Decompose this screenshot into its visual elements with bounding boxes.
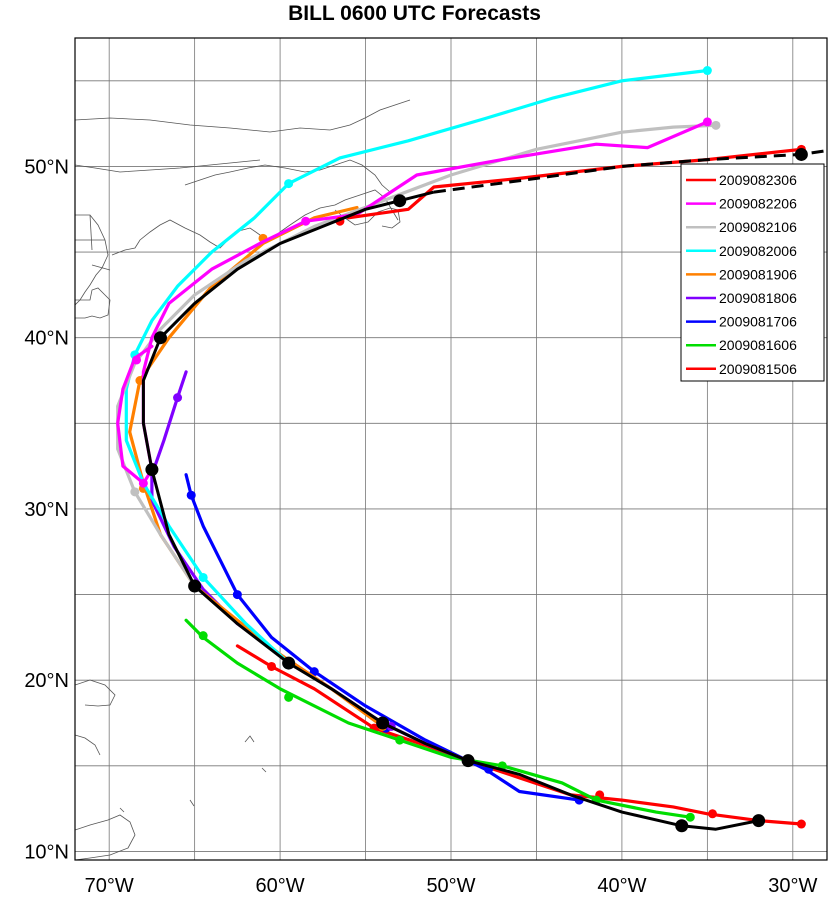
best-track-point [376, 716, 390, 730]
y-tick-label: 10°N [24, 841, 69, 863]
x-tick-label: 70°W [85, 875, 134, 897]
coastline-caribbean-3 [75, 814, 136, 860]
coastline-quebec [75, 159, 261, 173]
coastline-gulf-st-lawrence [184, 159, 391, 193]
legend-label-2009081706: 2009081706 [719, 314, 797, 330]
y-tick-label: 30°N [24, 499, 69, 521]
legend-label-2009081906: 2009081906 [719, 266, 797, 282]
forecast-track-2009082206 [116, 120, 710, 485]
x-tick-label: 30°W [768, 875, 817, 897]
forecast-point-2009082206 [702, 117, 712, 127]
best-track-point [461, 754, 475, 768]
coastline-caribbean-2 [75, 734, 101, 756]
best-track-point [188, 579, 202, 593]
coastlines [75, 99, 411, 860]
coastline-north-america [75, 287, 111, 319]
border-lines [75, 214, 111, 271]
forecast-point-2009081506 [707, 809, 717, 819]
coastline-caribbean-1 [75, 679, 116, 707]
forecast-point-2009082206 [301, 216, 311, 226]
forecast-point-2009081606 [685, 812, 695, 822]
forecast-point-2009081706 [309, 667, 319, 677]
forecast-point-2009082006 [198, 572, 208, 582]
coastline-labrador [75, 99, 411, 133]
x-tick-label: 60°W [256, 875, 305, 897]
forecast-point-2009082006 [702, 66, 712, 76]
forecast-tracks [116, 66, 827, 833]
forecast-point-2009081506 [796, 819, 806, 829]
y-tick-label: 20°N [24, 670, 69, 692]
legend-label-2009081806: 2009081806 [719, 290, 797, 306]
best-track-point [393, 194, 407, 208]
legend-label-2009082306: 2009082306 [719, 172, 797, 188]
plot-frame [74, 37, 828, 861]
forecast-point-2009082206 [132, 355, 142, 365]
forecast-point-2009081506 [267, 661, 277, 671]
forecast-point-2009082206 [138, 478, 148, 488]
x-tick-label: 50°W [426, 875, 475, 897]
forecast-point-2009081606 [198, 631, 208, 641]
best-track-point [675, 819, 689, 833]
axis-tick-labels: 70°W 60°W 50°W 40°W 30°W 10°N 20°N 30°N 40°N 50°N [24, 156, 817, 897]
forecast-track-2009081606 [184, 618, 692, 819]
legend-label-2009082206: 2009082206 [719, 196, 797, 212]
coastline-newfoundland [334, 207, 401, 229]
forecast-point-2009082106 [711, 120, 721, 130]
best-track-point [153, 331, 167, 345]
best-track-point [794, 147, 808, 161]
forecast-point-2009081606 [395, 735, 405, 745]
forecast-point-2009081806 [173, 393, 183, 403]
forecast-point-2009081706 [186, 490, 196, 500]
legend-label-2009081506: 2009081506 [719, 361, 797, 377]
best-track-point [145, 463, 159, 477]
grid-lines [75, 38, 827, 860]
best-track-point [282, 656, 296, 670]
best-track-dashed-line [433, 149, 827, 194]
forecast-point-2009081706 [232, 590, 242, 600]
coastline-maritimes [111, 189, 399, 256]
y-tick-label: 40°N [24, 328, 69, 350]
x-tick-label: 40°W [597, 875, 646, 897]
forecast-point-2009082106 [130, 487, 140, 497]
y-tick-label: 50°N [24, 156, 69, 178]
forecast-track-2009081506 [235, 644, 804, 826]
best-track-point [752, 814, 766, 828]
forecast-track-2009082006 [124, 68, 710, 665]
legend-label-2009082006: 2009082006 [719, 243, 797, 259]
forecast-point-2009081606 [284, 692, 294, 702]
coastline-islands [119, 735, 267, 813]
legend-label-2009081606: 2009081606 [719, 337, 797, 353]
legend: 2009082306 2009082206 2009082106 2009082006… [680, 163, 825, 382]
legend-label-2009082106: 2009082106 [719, 219, 797, 235]
forecast-point-2009082006 [284, 179, 294, 189]
chart-title: BILL 0600 UTC Forecasts [288, 2, 541, 25]
